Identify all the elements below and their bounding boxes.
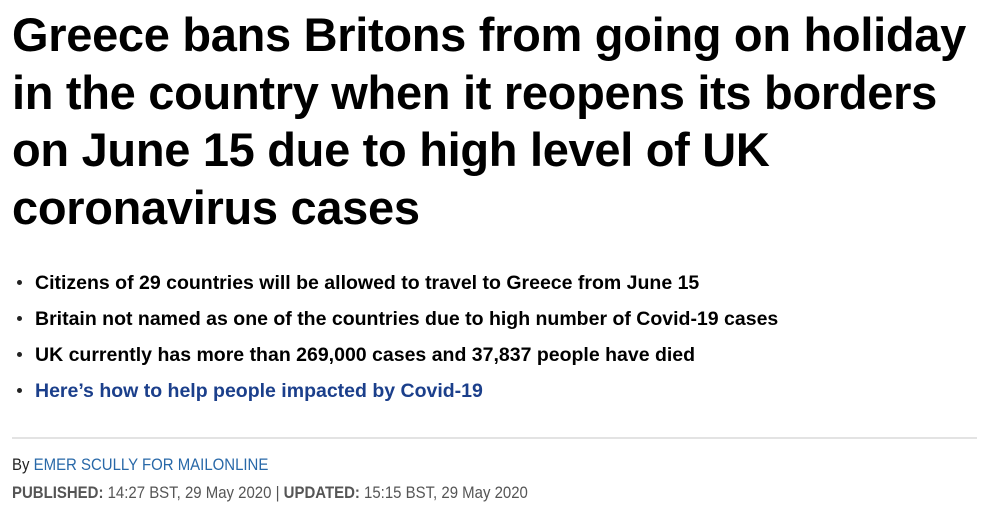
bullet-item: Citizens of 29 countries will be allowed… xyxy=(12,265,778,301)
bullet-icon xyxy=(17,387,22,393)
related-link-item: Here’s how to help people impacted by Co… xyxy=(12,373,778,409)
divider xyxy=(12,437,977,439)
published-date: 14:27 BST, 29 May 2020 xyxy=(107,483,272,502)
bullet-icon xyxy=(17,279,22,285)
byline: By EMER SCULLY FOR MAILONLINE xyxy=(12,455,269,474)
bullet-icon xyxy=(17,315,22,321)
publish-dates: PUBLISHED: 14:27 BST, 29 May 2020 | UPDA… xyxy=(12,483,528,502)
updated-date: 15:15 BST, 29 May 2020 xyxy=(364,483,528,502)
summary-bullets: Citizens of 29 countries will be allowed… xyxy=(12,265,778,409)
related-link[interactable]: Here’s how to help people impacted by Co… xyxy=(35,380,483,402)
headline: Greece bans Britons from going on holida… xyxy=(12,8,966,234)
author-link[interactable]: EMER SCULLY FOR MAILONLINE xyxy=(33,455,269,474)
bullet-icon xyxy=(17,351,22,357)
bullet-item: UK currently has more than 269,000 cases… xyxy=(12,337,778,373)
bullet-item: Britain not named as one of the countrie… xyxy=(12,301,778,337)
